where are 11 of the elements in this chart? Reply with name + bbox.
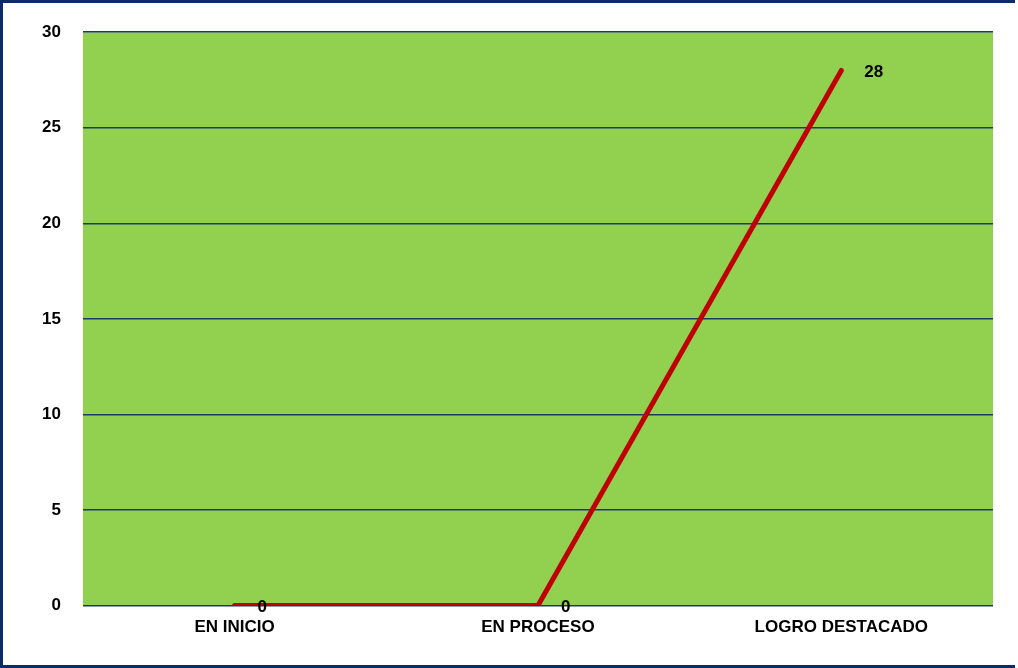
y-tick-label: 10: [41, 404, 61, 424]
x-tick-label: EN PROCESO: [481, 617, 595, 637]
y-tick-label: 25: [41, 117, 61, 137]
y-tick-label: 15: [41, 308, 61, 328]
y-tick-label: 20: [41, 213, 61, 233]
data-label: 28: [864, 62, 884, 82]
y-tick-label: 5: [51, 499, 61, 519]
y-tick-label: 0: [51, 595, 61, 615]
x-tick-label: LOGRO DESTACADO: [754, 617, 929, 637]
y-tick-label: 30: [41, 21, 61, 41]
x-tick-label: EN INICIO: [194, 617, 275, 637]
